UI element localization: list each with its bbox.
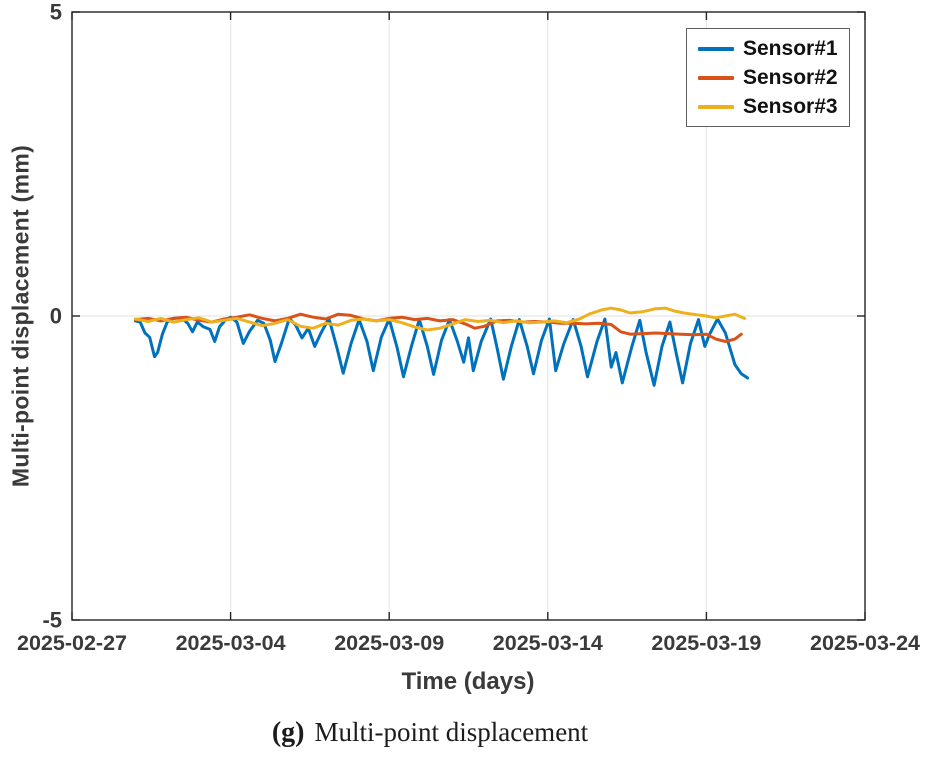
chart-canvas: 2025-02-27 2025-03-04 2025-03-09 2025-03-14… [17,0,920,655]
y-axis-label: Multi-point displacement (mm) [7,144,34,488]
legend-label-sensor1: Sensor#1 [743,36,838,60]
x-tick-label: 2025-03-04 [176,631,286,655]
x-axis-label: Time (days) [401,668,535,695]
legend-label-sensor3: Sensor#3 [743,94,838,118]
x-tick-label: 2025-02-27 [17,631,127,655]
sensor1-line-swatch [698,46,734,51]
figure-caption: (g) Multi-point displacement [272,717,588,749]
caption-tag: (g) [271,717,305,748]
legend: Sensor#1 Sensor#2 Sensor#3 [686,28,850,127]
x-tick-label: 2025-03-14 [493,631,603,655]
y-tick-label: 5 [50,0,62,25]
series-line-sensor2 [133,312,743,343]
x-tick-label: 2025-03-09 [334,631,444,655]
x-tick-label: 2025-03-19 [651,631,761,655]
legend-label-sensor2: Sensor#2 [743,65,838,89]
y-tick-label: -5 [42,608,62,633]
legend-item-sensor1: Sensor#1 [698,37,841,61]
legend-item-sensor2: Sensor#2 [698,66,841,90]
sensor2-line-swatch [698,75,734,80]
caption-text: Multi-point displacement [314,717,589,747]
sensor3-line-swatch [698,104,734,109]
series-line-sensor3 [133,306,746,332]
x-tick-label: 2025-03-24 [810,631,920,655]
y-tick-label: 0 [50,304,62,329]
legend-item-sensor3: Sensor#3 [698,95,841,119]
